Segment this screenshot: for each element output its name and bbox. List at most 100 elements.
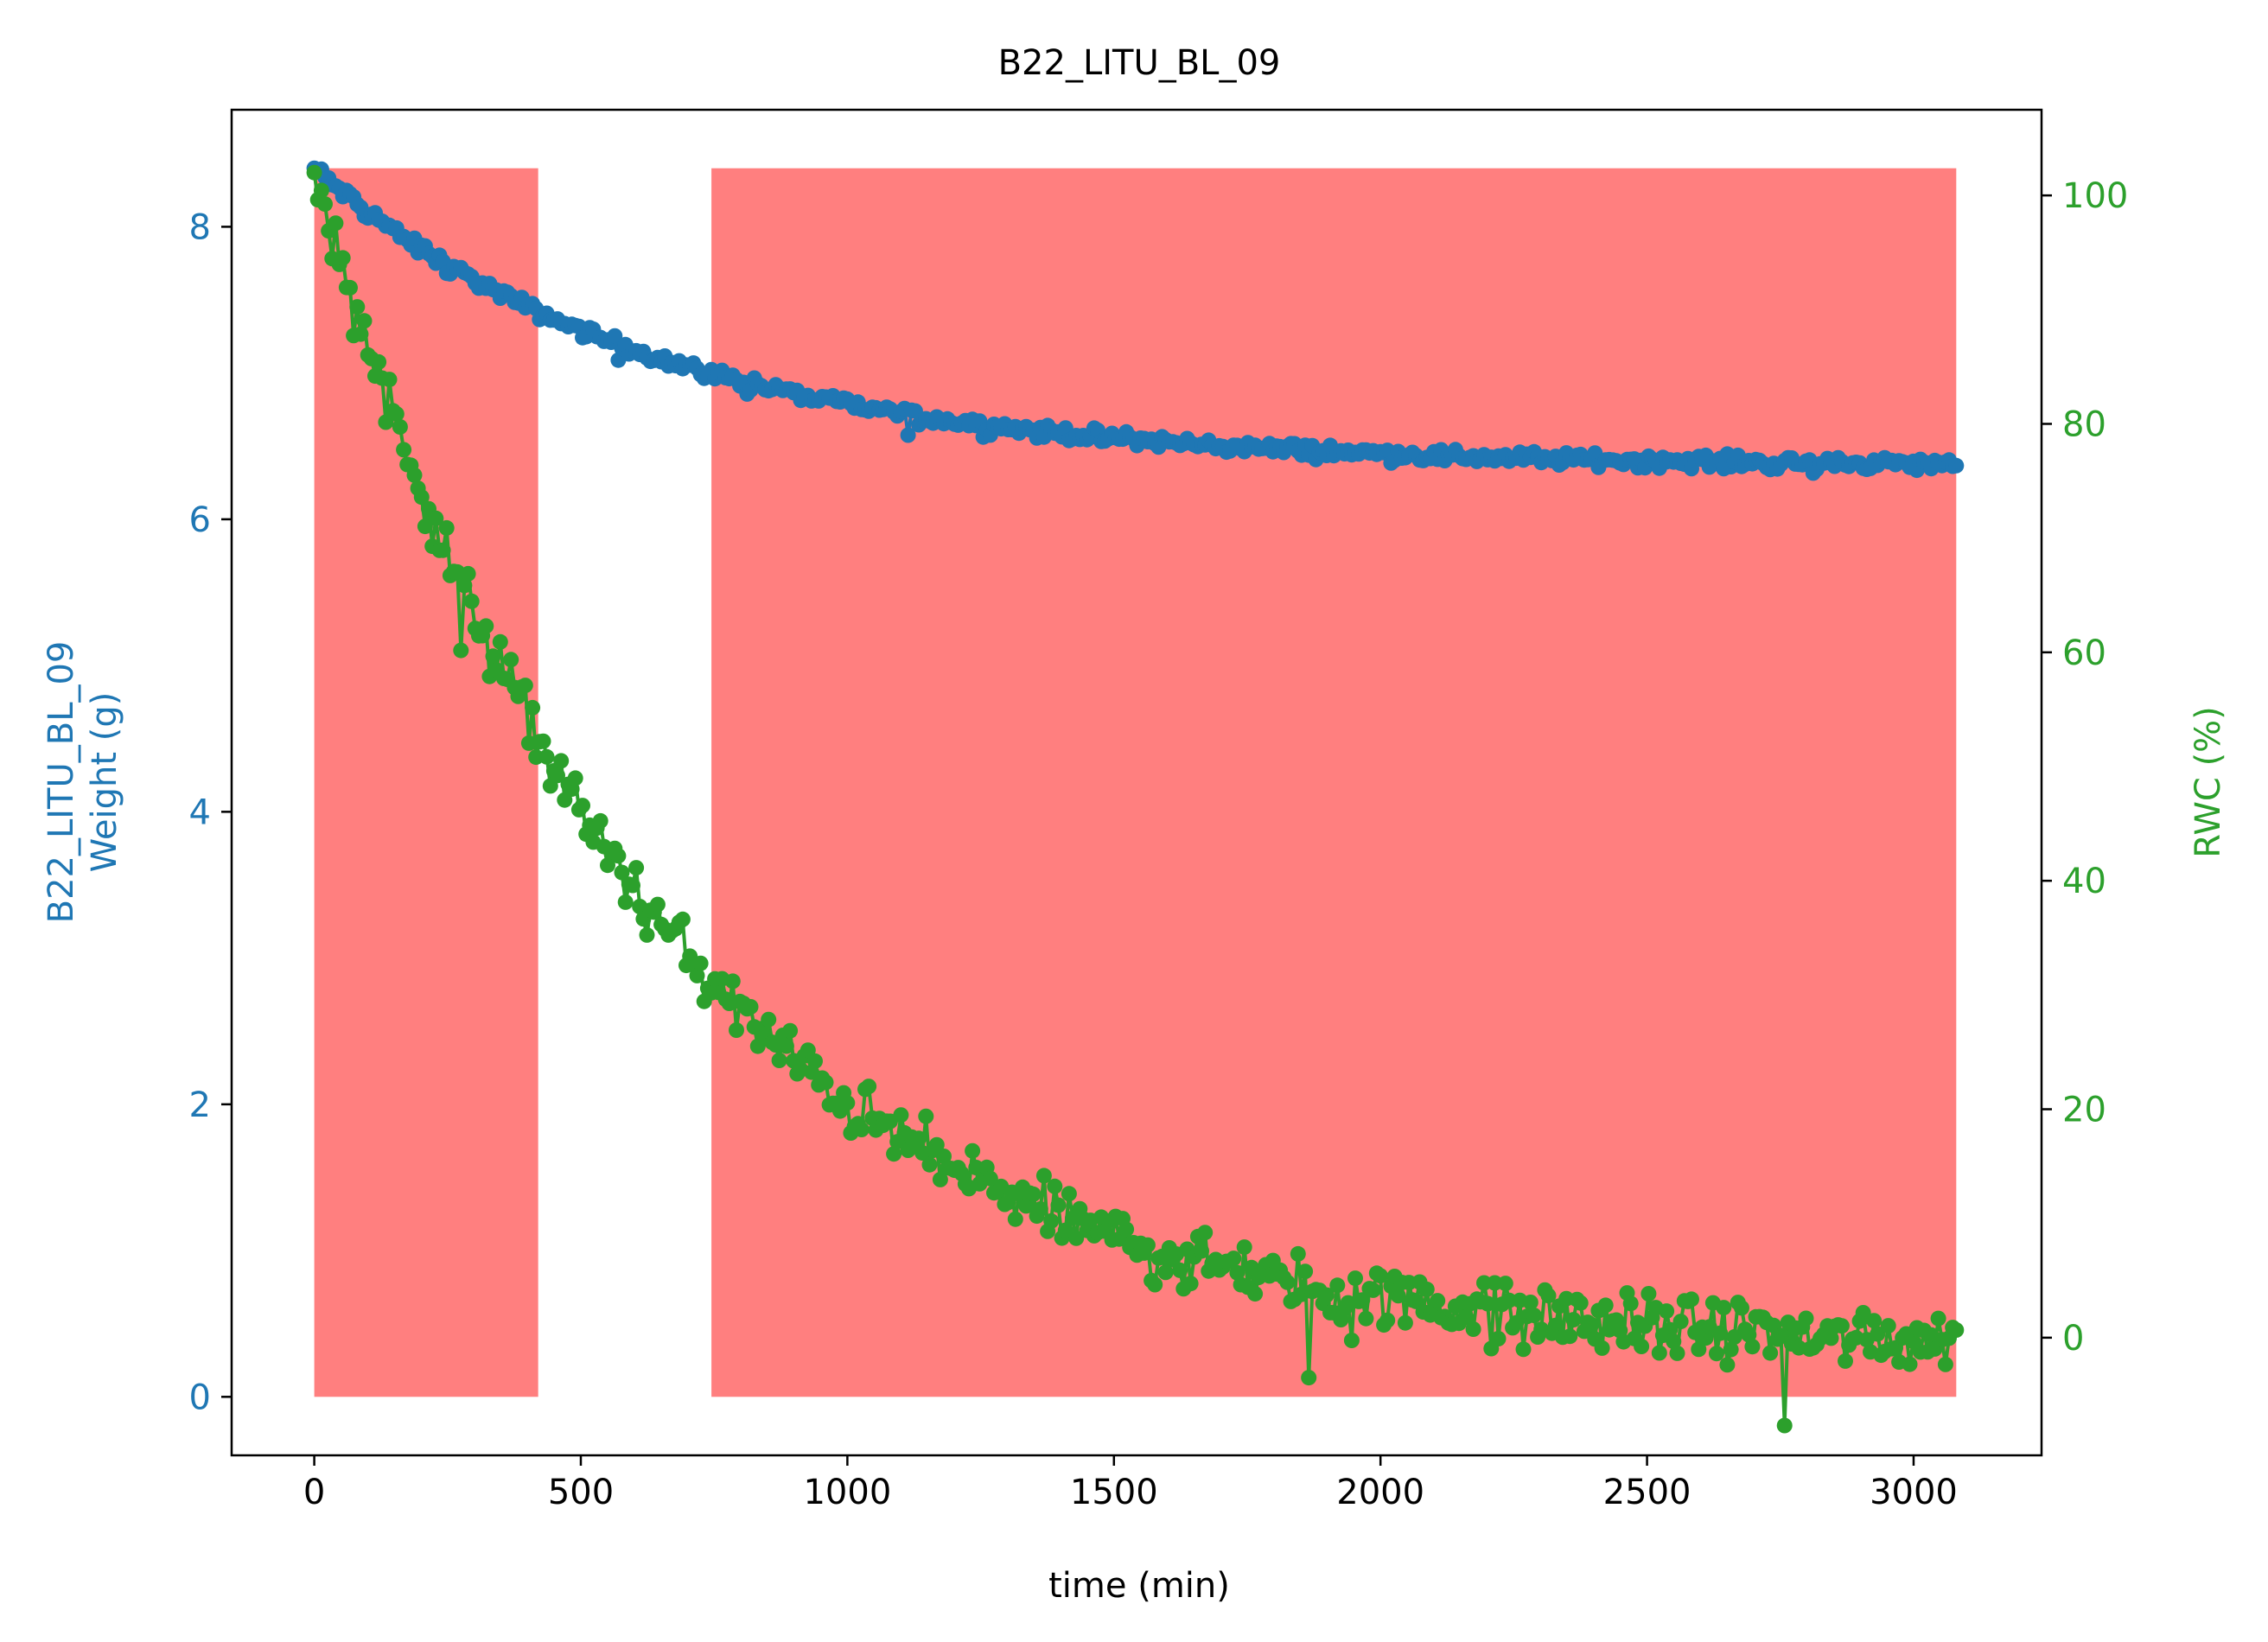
rwc-point-272 xyxy=(1279,1274,1296,1290)
rwc-point-440 xyxy=(1880,1318,1896,1334)
rwc-point-171 xyxy=(918,1108,934,1124)
rwc-point-208 xyxy=(1050,1197,1067,1213)
rwc-point-175 xyxy=(932,1171,948,1187)
rwc-point-428 xyxy=(1838,1352,1853,1369)
rwc-point-34 xyxy=(428,510,444,526)
rwc-point-263 xyxy=(1247,1286,1264,1302)
rwc-point-446 xyxy=(1902,1356,1918,1372)
rwc-point-65 xyxy=(538,748,555,765)
left-y-tick-label: 0 xyxy=(189,1378,211,1417)
rwc-point-70 xyxy=(557,792,573,808)
rwc-point-296 xyxy=(1365,1282,1381,1298)
rwc-point-387 xyxy=(1691,1341,1707,1358)
rwc-point-23 xyxy=(388,406,405,422)
rwc-point-351 xyxy=(1562,1328,1578,1345)
rwc-point-275 xyxy=(1290,1245,1306,1262)
rwc-point-424 xyxy=(1823,1330,1839,1346)
rwc-point-153 xyxy=(853,1122,870,1137)
rwc-point-213 xyxy=(1068,1230,1085,1246)
rwc-point-341 xyxy=(1526,1308,1542,1324)
rwc-point-305 xyxy=(1397,1314,1413,1331)
rwc-point-322 xyxy=(1458,1309,1475,1326)
rwc-point-143 xyxy=(818,1074,834,1091)
rwc-point-378 xyxy=(1659,1303,1675,1320)
rwc-point-41 xyxy=(453,642,469,659)
rwc-point-324 xyxy=(1465,1321,1481,1337)
rwc-point-407 xyxy=(1762,1345,1779,1361)
rwc-point-69 xyxy=(553,753,570,769)
rwc-point-12 xyxy=(349,299,366,315)
x-tick-label: 3000 xyxy=(1870,1473,1958,1512)
rwc-point-340 xyxy=(1522,1295,1539,1310)
rwc-point-361 xyxy=(1597,1297,1614,1314)
right-y-tick-label: 20 xyxy=(2062,1091,2106,1130)
rwc-point-328 xyxy=(1480,1295,1496,1312)
rwc-point-107 xyxy=(689,967,705,983)
rwc-point-42 xyxy=(456,577,473,594)
rwc-point-103 xyxy=(674,911,691,927)
rwc-point-331 xyxy=(1490,1331,1507,1346)
rwc-point-48 xyxy=(478,618,494,634)
left-y-tick-label: 8 xyxy=(189,207,211,247)
rwc-point-122 xyxy=(742,999,759,1015)
rwc-point-201 xyxy=(1025,1186,1042,1202)
plot-frame xyxy=(230,108,2043,1457)
shaded-regions xyxy=(314,168,1957,1397)
rwc-point-210 xyxy=(1057,1222,1073,1238)
rwc-point-417 xyxy=(1798,1310,1814,1327)
rwc-point-204 xyxy=(1035,1168,1052,1184)
right-y-tick-label: 100 xyxy=(2062,176,2128,216)
rwc-point-21 xyxy=(381,372,398,388)
left-y-axis-label-line2: Weight (g) xyxy=(85,692,124,873)
rwc-point-18 xyxy=(371,353,387,370)
rwc-point-368 xyxy=(1622,1295,1639,1312)
right-y-axis-label: RWC (%) xyxy=(2188,706,2228,858)
rwc-point-75 xyxy=(575,798,590,814)
right-y-tick-label: 0 xyxy=(2062,1319,2084,1359)
chart-title: B22_LITU_BL_09 xyxy=(998,43,1281,83)
rwc-point-2 xyxy=(313,182,329,199)
rwc-point-395 xyxy=(1719,1357,1736,1373)
weight-point-84 xyxy=(607,328,623,344)
rwc-point-25 xyxy=(396,442,412,458)
rwc-point-55 xyxy=(503,652,519,668)
rwc-point-140 xyxy=(807,1053,823,1069)
shaded-region-2 xyxy=(711,168,1957,1397)
rwc-point-454 xyxy=(1930,1310,1946,1327)
rwc-point-59 xyxy=(517,678,533,694)
rwc-point-277 xyxy=(1297,1263,1314,1280)
rwc-point-28 xyxy=(406,467,423,483)
rwc-point-300 xyxy=(1379,1312,1396,1328)
rwc-point-31 xyxy=(417,519,433,535)
rwc-point-24 xyxy=(392,419,408,435)
rwc-point-30 xyxy=(413,489,430,506)
rwc-point-93 xyxy=(639,926,655,943)
rwc-point-8 xyxy=(334,250,351,266)
x-tick-label: 2500 xyxy=(1603,1473,1691,1512)
rwc-point-456 xyxy=(1937,1356,1953,1372)
rwc-point-394 xyxy=(1716,1300,1732,1316)
right-y-tick-label: 80 xyxy=(2062,404,2106,444)
rwc-point-164 xyxy=(893,1107,909,1123)
rwc-point-96 xyxy=(649,896,666,913)
rwc-point-14 xyxy=(356,313,373,329)
rwc-point-87 xyxy=(617,894,634,910)
x-axis-label: time (min) xyxy=(1048,1566,1230,1606)
rwc-point-352 xyxy=(1565,1312,1582,1328)
rwc-point-238 xyxy=(1157,1264,1174,1281)
rwc-point-380 xyxy=(1666,1333,1682,1350)
rwc-point-108 xyxy=(692,955,709,971)
rwc-point-155 xyxy=(861,1079,877,1095)
weight-point-166 xyxy=(900,427,916,443)
rwc-point-245 xyxy=(1182,1276,1199,1292)
rwc-point-117 xyxy=(724,973,741,990)
rwc-point-260 xyxy=(1236,1239,1252,1256)
rwc-point-199 xyxy=(1018,1198,1035,1214)
x-tick-label: 1000 xyxy=(803,1473,891,1512)
rwc-point-37 xyxy=(438,519,455,536)
rwc-point-258 xyxy=(1229,1264,1245,1281)
rwc-point-298 xyxy=(1373,1268,1388,1284)
shaded-region-1 xyxy=(314,168,538,1397)
rwc-point-64 xyxy=(535,733,551,749)
